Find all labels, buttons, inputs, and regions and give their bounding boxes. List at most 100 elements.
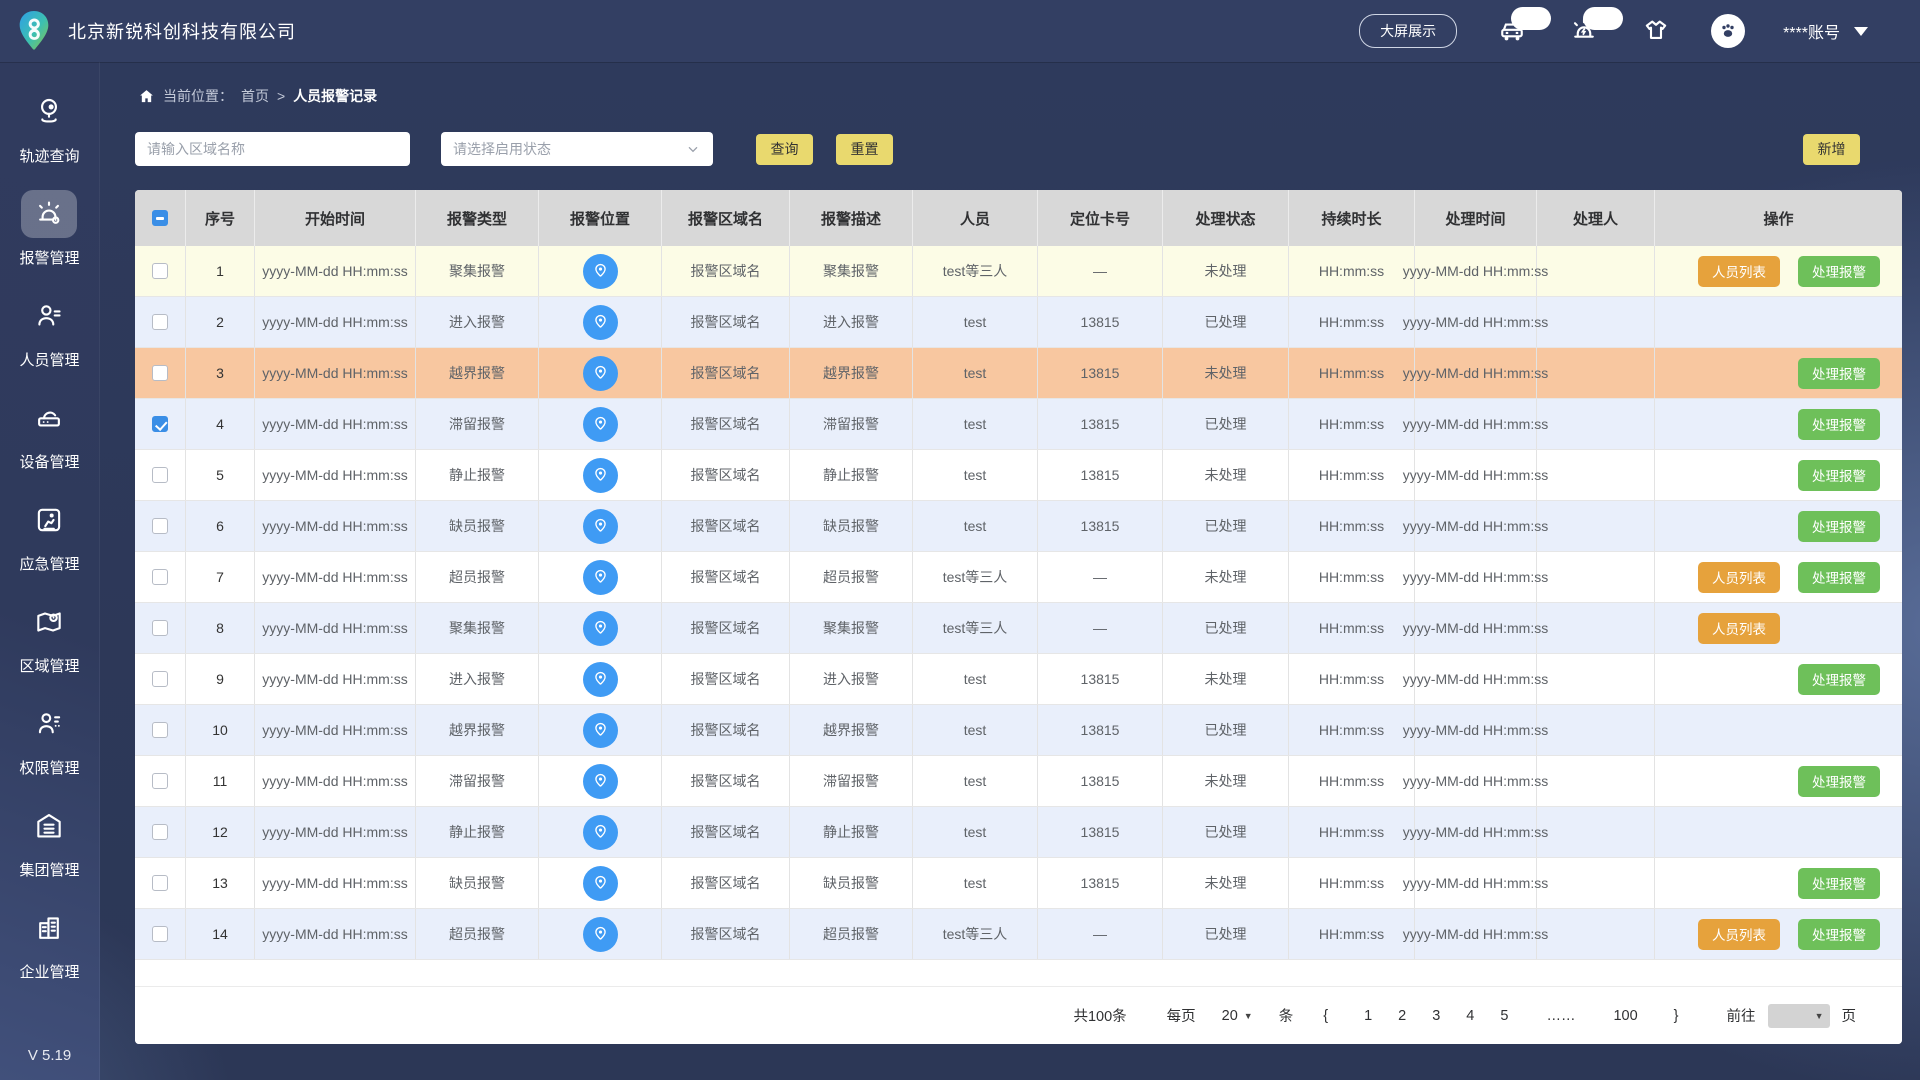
enterprise-icon: [21, 904, 77, 952]
permission-icon: [21, 700, 77, 748]
cell-handler: [1537, 858, 1655, 908]
person-list-button[interactable]: 人员列表: [1698, 561, 1780, 593]
row-checkbox[interactable]: [152, 722, 168, 738]
location-pin-icon[interactable]: [582, 559, 618, 595]
row-checkbox[interactable]: [152, 467, 168, 483]
reset-button[interactable]: 重置: [836, 133, 893, 165]
handle-alarm-button[interactable]: 处理报警: [1798, 663, 1880, 695]
goto-page-select[interactable]: ▼: [1767, 1003, 1830, 1028]
location-pin-icon[interactable]: [582, 253, 618, 289]
next-page-button[interactable]: }: [1673, 1007, 1679, 1024]
cell-alarm-type: 缺员报警: [416, 501, 539, 551]
location-pin-icon[interactable]: [582, 406, 618, 442]
person-list-button[interactable]: 人员列表: [1698, 918, 1780, 950]
location-pin-icon[interactable]: [582, 304, 618, 340]
row-checkbox[interactable]: [152, 416, 168, 432]
handle-alarm-button[interactable]: 处理报警: [1798, 357, 1880, 389]
location-pin-icon[interactable]: [582, 865, 618, 901]
personnel-icon: [21, 292, 77, 340]
breadcrumb-home[interactable]: 首页: [241, 88, 269, 104]
cell-actions: 人员列表: [1655, 603, 1902, 653]
page-number-button[interactable]: 5: [1500, 1007, 1509, 1024]
sidebar-item-3[interactable]: 人员管理: [19, 292, 80, 370]
sidebar-item-7[interactable]: 权限管理: [19, 700, 80, 778]
add-button[interactable]: 新增: [1803, 133, 1860, 165]
cell-duration: HH:mm:ss: [1289, 552, 1415, 602]
location-pin-icon[interactable]: [582, 355, 618, 391]
alarm-icon: [21, 190, 78, 238]
sidebar-item-6[interactable]: 区域管理: [19, 598, 80, 676]
per-page-select[interactable]: 20 ▼: [1222, 1008, 1253, 1024]
row-checkbox[interactable]: [152, 518, 168, 534]
cell-alarm-desc: 聚集报警: [790, 246, 913, 296]
row-checkbox[interactable]: [152, 263, 168, 279]
handle-alarm-button[interactable]: 处理报警: [1798, 867, 1880, 899]
cell-card-no: —: [1038, 909, 1163, 959]
area-name-input[interactable]: [135, 132, 410, 166]
cell-person: test等三人: [913, 246, 1038, 296]
sidebar-item-5[interactable]: 应急管理: [19, 496, 80, 574]
handle-alarm-button[interactable]: 处理报警: [1798, 561, 1880, 593]
location-pin-icon[interactable]: [582, 508, 618, 544]
cell-person: test等三人: [913, 603, 1038, 653]
handle-alarm-button[interactable]: 处理报警: [1798, 255, 1880, 287]
row-checkbox[interactable]: [152, 314, 168, 330]
location-pin-icon[interactable]: [582, 814, 618, 850]
location-pin-icon[interactable]: [582, 610, 618, 646]
row-checkbox[interactable]: [152, 569, 168, 585]
sidebar-item-4[interactable]: 设备管理: [19, 394, 80, 472]
page-number-button[interactable]: 1: [1364, 1007, 1373, 1024]
sidebar-item-label: 企业管理: [19, 964, 80, 981]
siren-alert-icon[interactable]: [1567, 7, 1624, 46]
handle-alarm-button[interactable]: 处理报警: [1798, 918, 1880, 950]
select-all-checkbox[interactable]: [152, 210, 168, 226]
location-pin-icon[interactable]: [582, 457, 618, 493]
prev-page-button[interactable]: {: [1323, 1007, 1329, 1024]
query-button[interactable]: 查询: [756, 133, 813, 165]
chevron-down-icon: ▼: [1243, 1010, 1253, 1021]
handle-alarm-button[interactable]: 处理报警: [1798, 459, 1880, 491]
row-checkbox[interactable]: [152, 875, 168, 891]
sidebar-item-9[interactable]: 企业管理: [19, 904, 80, 982]
status-select[interactable]: 请选择启用状态: [441, 132, 713, 166]
sidebar-item-1[interactable]: 轨迹查询: [19, 88, 80, 166]
chevron-down-icon: [1854, 26, 1868, 36]
action-slot-empty: [1698, 868, 1780, 899]
row-checkbox[interactable]: [152, 926, 168, 942]
cell-card-no: 13815: [1038, 756, 1163, 806]
big-screen-button[interactable]: 大屏展示: [1359, 14, 1458, 48]
cell-alarm-desc: 越界报警: [790, 705, 913, 755]
last-page-button[interactable]: 100: [1613, 1007, 1638, 1024]
location-pin-icon[interactable]: [582, 712, 618, 748]
handle-alarm-button[interactable]: 处理报警: [1798, 765, 1880, 797]
sidebar-item-8[interactable]: 集团管理: [19, 802, 80, 880]
person-list-button[interactable]: 人员列表: [1698, 255, 1780, 287]
cell-seq: 10: [186, 705, 255, 755]
user-avatar[interactable]: [1711, 14, 1746, 48]
row-checkbox[interactable]: [152, 824, 168, 840]
emergency-icon: [21, 496, 77, 544]
handle-alarm-button[interactable]: 处理报警: [1798, 408, 1880, 440]
vehicle-icon[interactable]: [1495, 7, 1552, 46]
row-checkbox[interactable]: [152, 773, 168, 789]
cell-alarm-type: 静止报警: [416, 450, 539, 500]
cell-card-no: —: [1038, 246, 1163, 296]
person-list-button[interactable]: 人员列表: [1698, 612, 1780, 644]
page-number-button[interactable]: 3: [1432, 1007, 1441, 1024]
location-pin-icon[interactable]: [582, 916, 618, 952]
per-page-prefix: 每页: [1166, 1009, 1196, 1025]
page-number-button[interactable]: 4: [1466, 1007, 1475, 1024]
account-menu[interactable]: ****账号: [1783, 19, 1868, 43]
handle-alarm-button[interactable]: 处理报警: [1798, 510, 1880, 542]
cell-duration: HH:mm:ss: [1289, 348, 1415, 398]
sidebar-item-2[interactable]: 报警管理: [19, 190, 80, 268]
row-checkbox[interactable]: [152, 620, 168, 636]
row-checkbox[interactable]: [152, 671, 168, 687]
page-number-button[interactable]: 2: [1398, 1007, 1407, 1024]
location-pin-icon[interactable]: [582, 763, 618, 799]
clothes-icon[interactable]: [1639, 16, 1673, 46]
row-checkbox[interactable]: [152, 365, 168, 381]
home-icon[interactable]: [138, 88, 155, 105]
cell-start-time: yyyy-MM-dd HH:mm:ss: [255, 858, 416, 908]
location-pin-icon[interactable]: [582, 661, 618, 697]
